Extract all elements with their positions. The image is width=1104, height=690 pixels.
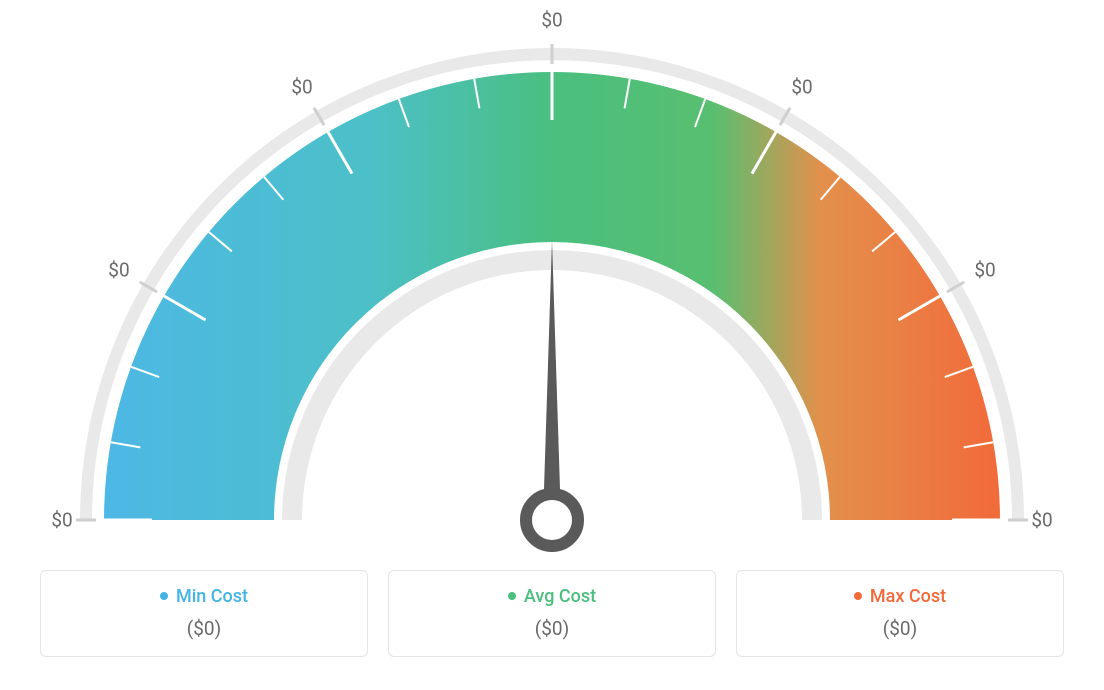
tick-label: $0 bbox=[1031, 509, 1052, 532]
legend-label-min: Min Cost bbox=[176, 586, 248, 607]
legend-card-min: Min Cost ($0) bbox=[40, 570, 368, 657]
legend-row: Min Cost ($0) Avg Cost ($0) Max Cost ($0… bbox=[40, 570, 1064, 657]
tick-label: $0 bbox=[108, 259, 129, 282]
legend-value-avg: ($0) bbox=[389, 617, 715, 640]
tick-label: $0 bbox=[791, 75, 812, 98]
legend-dot-avg bbox=[508, 592, 516, 600]
legend-label-avg: Avg Cost bbox=[524, 586, 596, 607]
legend-title-max: Max Cost bbox=[854, 586, 946, 607]
legend-value-max: ($0) bbox=[737, 617, 1063, 640]
legend-title-avg: Avg Cost bbox=[508, 586, 596, 607]
legend-dot-min bbox=[160, 592, 168, 600]
tick-label: $0 bbox=[974, 259, 995, 282]
legend-value-min: ($0) bbox=[41, 617, 367, 640]
legend-dot-max bbox=[854, 592, 862, 600]
legend-title-min: Min Cost bbox=[160, 586, 248, 607]
legend-card-avg: Avg Cost ($0) bbox=[388, 570, 716, 657]
gauge-svg bbox=[0, 0, 1104, 560]
legend-label-max: Max Cost bbox=[870, 586, 946, 607]
gauge-area: $0 $0 $0 $0 $0 $0 $0 bbox=[0, 0, 1104, 560]
tick-label: $0 bbox=[51, 509, 72, 532]
tick-label: $0 bbox=[541, 9, 562, 32]
gauge-chart-container: $0 $0 $0 $0 $0 $0 $0 Min Cost ($0) Avg Cost ($… bbox=[0, 0, 1104, 690]
tick-label: $0 bbox=[291, 75, 312, 98]
legend-card-max: Max Cost ($0) bbox=[736, 570, 1064, 657]
